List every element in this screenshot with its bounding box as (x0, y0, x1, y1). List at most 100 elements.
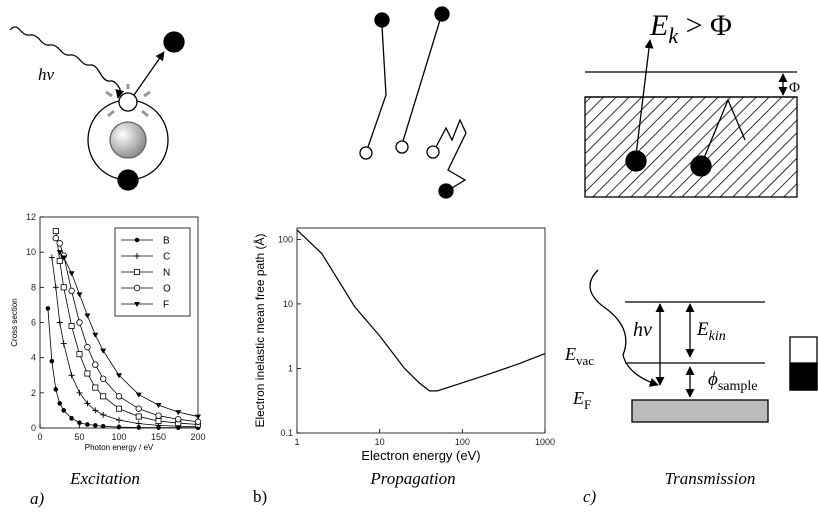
marker (100, 423, 106, 429)
marker (116, 417, 122, 424)
marker (116, 373, 122, 379)
marker (92, 384, 99, 391)
y-tick-label: 4 (31, 353, 36, 363)
relation: Ek > Φ (649, 9, 732, 48)
marker (195, 414, 201, 420)
label-sub: F (584, 397, 591, 412)
x-axis-label: Electron energy (eV) (361, 448, 480, 463)
marker (60, 255, 67, 261)
caption: Transmission (665, 469, 756, 488)
x-tick-label: 1 (294, 437, 299, 447)
marker (48, 254, 55, 261)
marker (84, 343, 91, 351)
y-tick-label: 6 (31, 318, 36, 328)
series-line (59, 251, 199, 417)
marker (100, 393, 107, 400)
marker (60, 284, 67, 291)
x-tick-label: 150 (151, 432, 166, 442)
marker (68, 372, 75, 379)
marker (68, 287, 75, 295)
x-tick-label: 1000 (535, 437, 555, 447)
marker (155, 412, 162, 419)
marker (52, 234, 59, 242)
marker (99, 375, 107, 382)
barrier-label: Φ (789, 80, 800, 96)
marker (175, 416, 182, 423)
photon-label: hν (38, 65, 55, 84)
y-tick-label: 0 (31, 423, 36, 433)
marker (57, 401, 63, 406)
marker (60, 340, 67, 347)
marker (61, 408, 66, 413)
excitation-diagram (9, 26, 185, 191)
y-tick-label: 2 (31, 388, 36, 398)
legend-marker (134, 302, 140, 307)
marker (115, 393, 123, 400)
marker (56, 319, 63, 326)
marker (76, 292, 83, 298)
y-tick-label: 0.1 (280, 428, 293, 438)
relation-rest: > Φ (678, 9, 732, 42)
marker (155, 403, 162, 409)
marker (52, 284, 59, 291)
y-axis-label: Cross section (10, 298, 19, 346)
y-tick-label: 8 (31, 282, 36, 292)
y-tick-label: 100 (278, 234, 293, 244)
marker (116, 424, 122, 430)
label-sub: kin (709, 329, 726, 344)
legend-marker (133, 268, 140, 275)
marker (116, 405, 123, 412)
transmission-diagram (584, 39, 818, 423)
work-function-label: ϕsample (708, 369, 758, 394)
panel-letter: b) (253, 487, 267, 506)
marker (68, 271, 75, 277)
relation-sub: k (668, 23, 679, 48)
marker (92, 407, 99, 414)
photon-label: hν (633, 319, 652, 341)
marker (69, 416, 74, 421)
legend-label: B (163, 236, 170, 247)
x-tick-label: 200 (190, 432, 205, 442)
marker (84, 370, 91, 377)
vacuum-label: Evac (564, 344, 594, 368)
marker (155, 417, 162, 424)
propagation-diagram (359, 6, 467, 199)
label-base: ϕ (708, 369, 718, 390)
y-tick-label: 10 (283, 299, 293, 309)
x-tick-label: 10 (375, 437, 385, 447)
label-base: E (572, 388, 584, 408)
marker (77, 420, 82, 426)
legend-marker (134, 237, 140, 243)
legend-label: F (163, 300, 169, 311)
marker (68, 323, 75, 330)
marker (85, 422, 90, 427)
label-base: E (564, 344, 576, 364)
fermi-label: EF (572, 388, 591, 412)
marker (49, 358, 55, 364)
caption: Excitation (69, 469, 140, 488)
marker (56, 257, 63, 264)
marker (53, 387, 59, 392)
x-tick-label: 0 (37, 432, 42, 442)
x-axis-label: Photon energy / eV (85, 443, 154, 452)
legend-marker (133, 284, 141, 292)
caption: Propagation (369, 469, 455, 488)
legend-label: O (163, 284, 171, 295)
y-tick-label: 12 (26, 212, 36, 222)
marker (100, 411, 107, 418)
marker (76, 389, 83, 396)
x-tick-label: 100 (111, 432, 126, 442)
y-tick-label: 1 (288, 363, 293, 373)
relation-base: E (649, 9, 668, 42)
label-base: E (696, 319, 709, 340)
y-tick-label: 10 (26, 247, 36, 257)
marker (76, 319, 83, 326)
marker (84, 313, 91, 319)
marker (56, 250, 63, 256)
panel-letter: a) (30, 489, 45, 508)
marker (135, 392, 142, 398)
label-sub: vac (576, 353, 594, 368)
marker (52, 228, 59, 235)
legend-marker (134, 253, 140, 259)
marker (93, 423, 98, 428)
